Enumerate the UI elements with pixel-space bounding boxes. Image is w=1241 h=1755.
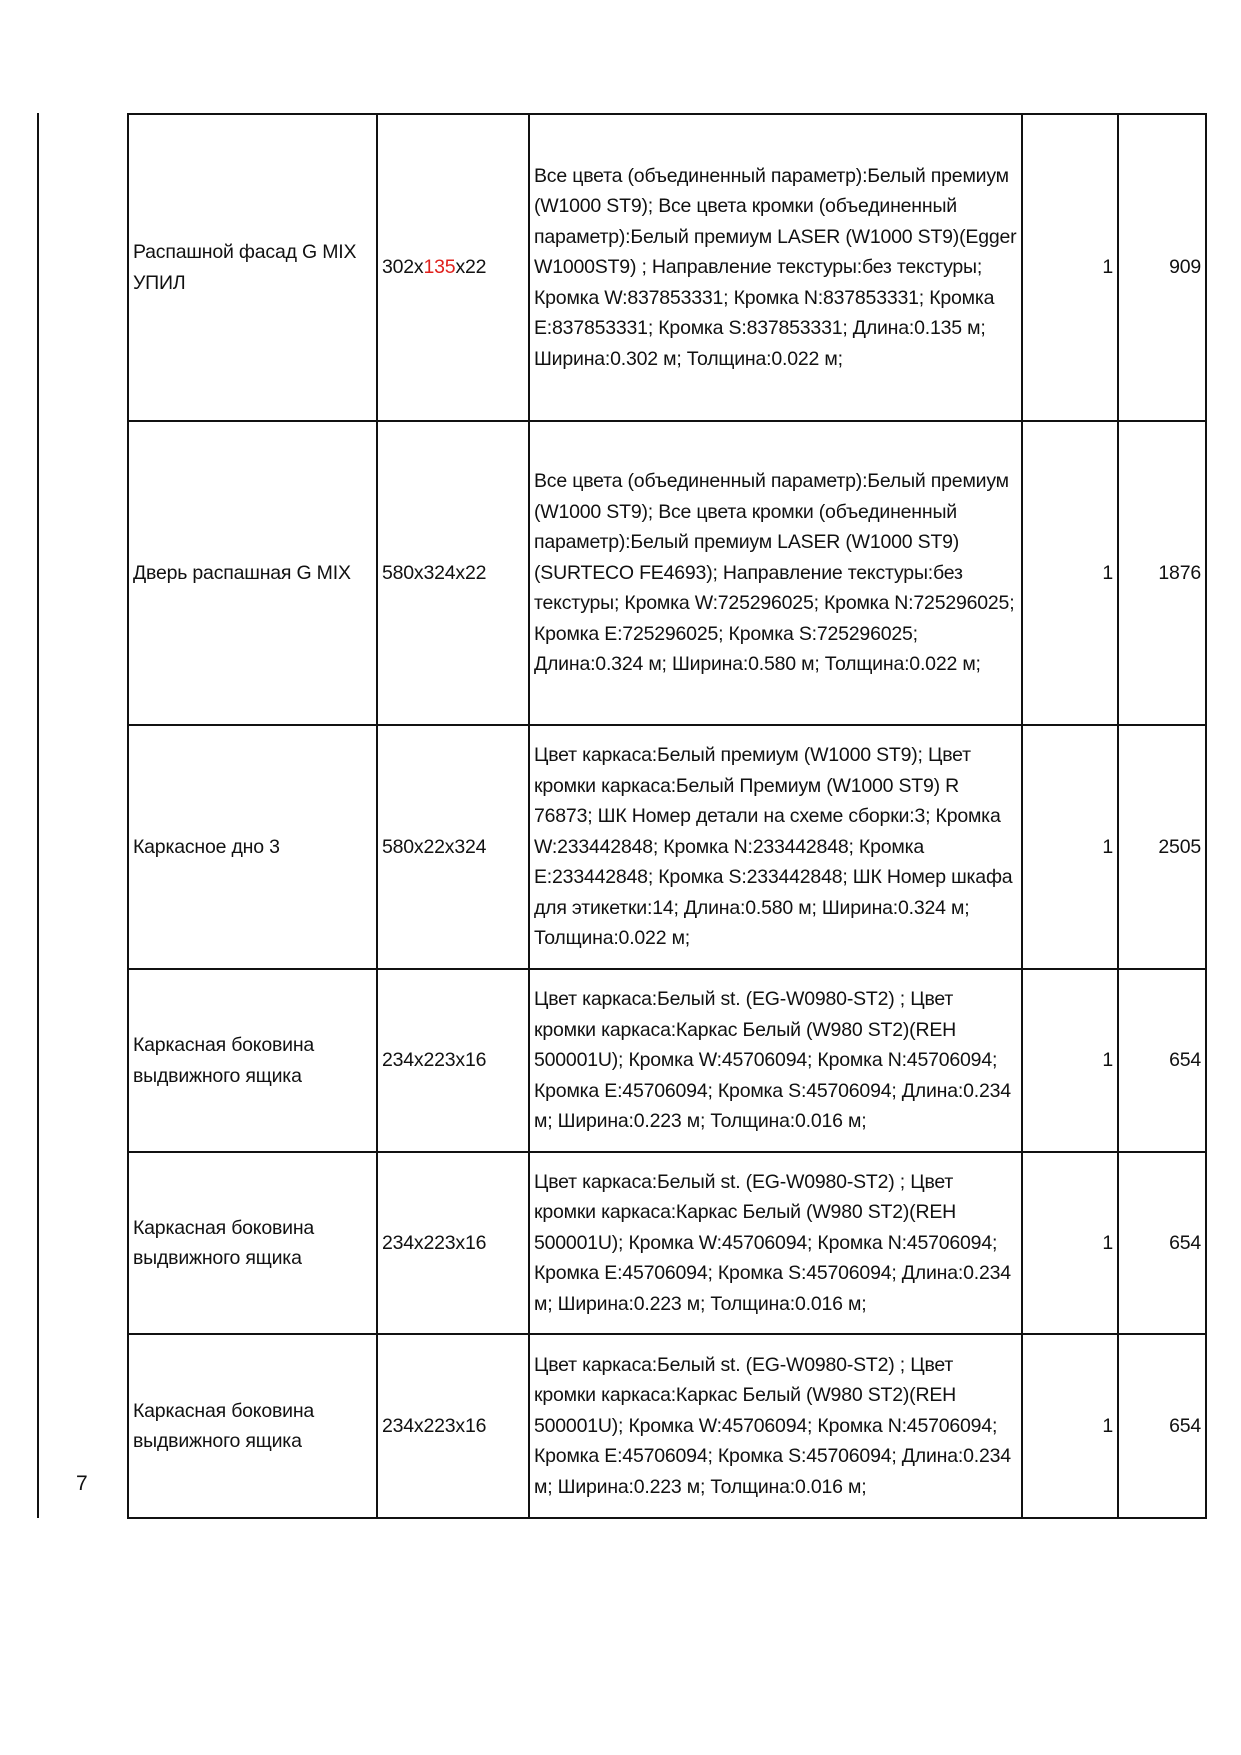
dims-suffix: x22: [455, 256, 487, 279]
dims-prefix: 234x223x16: [382, 1049, 487, 1072]
part-dimensions: 234x223x16: [376, 1333, 530, 1519]
parts-table: Распашной фасад G MIX УПИЛ 302x135x22 Все …: [127, 113, 1207, 1519]
part-price: 654: [1117, 968, 1207, 1153]
table-row: Каркасная боковина выдвижного ящика 234x2…: [127, 1333, 1207, 1519]
dims-prefix: 234x223x16: [382, 1414, 487, 1437]
part-description: Цвет каркаса:Белый st. (EG-W0980-ST2) ; …: [528, 1151, 1023, 1335]
part-name: Каркасное дно 3: [127, 724, 378, 970]
part-dimensions: 234x223x16: [376, 968, 530, 1153]
part-description: Цвет каркаса:Белый st. (EG-W0980-ST2) ; …: [528, 1333, 1023, 1519]
part-name: Дверь распашная G MIX: [127, 420, 378, 726]
dims-prefix: 234x223x16: [382, 1231, 487, 1254]
part-dimensions: 234x223x16: [376, 1151, 530, 1335]
table-row: Каркасная боковина выдвижного ящика 234x2…: [127, 968, 1207, 1153]
part-dimensions: 580x22x324: [376, 724, 530, 970]
part-quantity: 1: [1021, 1151, 1119, 1335]
part-price: 1876: [1117, 420, 1207, 726]
table-row: Дверь распашная G MIX 580x324x22 Все цвета…: [127, 420, 1207, 726]
part-quantity: 1: [1021, 724, 1119, 970]
part-name: Каркасная боковина выдвижного ящика: [127, 1333, 378, 1519]
part-price: 654: [1117, 1151, 1207, 1335]
part-price: 909: [1117, 113, 1207, 422]
part-description: Все цвета (объединенный параметр):Белый …: [528, 113, 1023, 422]
table-row: Распашной фасад G MIX УПИЛ 302x135x22 Все …: [127, 113, 1207, 422]
part-dimensions: 302x135x22: [376, 113, 530, 422]
page-number: 7: [76, 1472, 88, 1495]
part-quantity: 1: [1021, 1333, 1119, 1519]
part-quantity: 1: [1021, 113, 1119, 422]
part-description: Цвет каркаса:Белый st. (EG-W0980-ST2) ; …: [528, 968, 1023, 1153]
table-row: Каркасное дно 3 580x22x324 Цвет каркаса:Бе…: [127, 724, 1207, 970]
part-price: 2505: [1117, 724, 1207, 970]
part-description: Цвет каркаса:Белый премиум (W1000 ST9); …: [528, 724, 1023, 970]
part-name: Распашной фасад G MIX УПИЛ: [127, 113, 378, 422]
margin-rule: [37, 113, 39, 1518]
part-quantity: 1: [1021, 968, 1119, 1153]
part-name: Каркасная боковина выдвижного ящика: [127, 968, 378, 1153]
part-quantity: 1: [1021, 420, 1119, 726]
dims-prefix: 580x324x22: [382, 561, 487, 584]
part-name: Каркасная боковина выдвижного ящика: [127, 1151, 378, 1335]
part-description: Все цвета (объединенный параметр):Белый …: [528, 420, 1023, 726]
dims-prefix: 302x: [382, 256, 424, 279]
dims-highlight: 135: [423, 256, 456, 279]
table-row: Каркасная боковина выдвижного ящика 234x2…: [127, 1151, 1207, 1335]
part-price: 654: [1117, 1333, 1207, 1519]
dims-prefix: 580x22x324: [382, 835, 487, 858]
part-dimensions: 580x324x22: [376, 420, 530, 726]
